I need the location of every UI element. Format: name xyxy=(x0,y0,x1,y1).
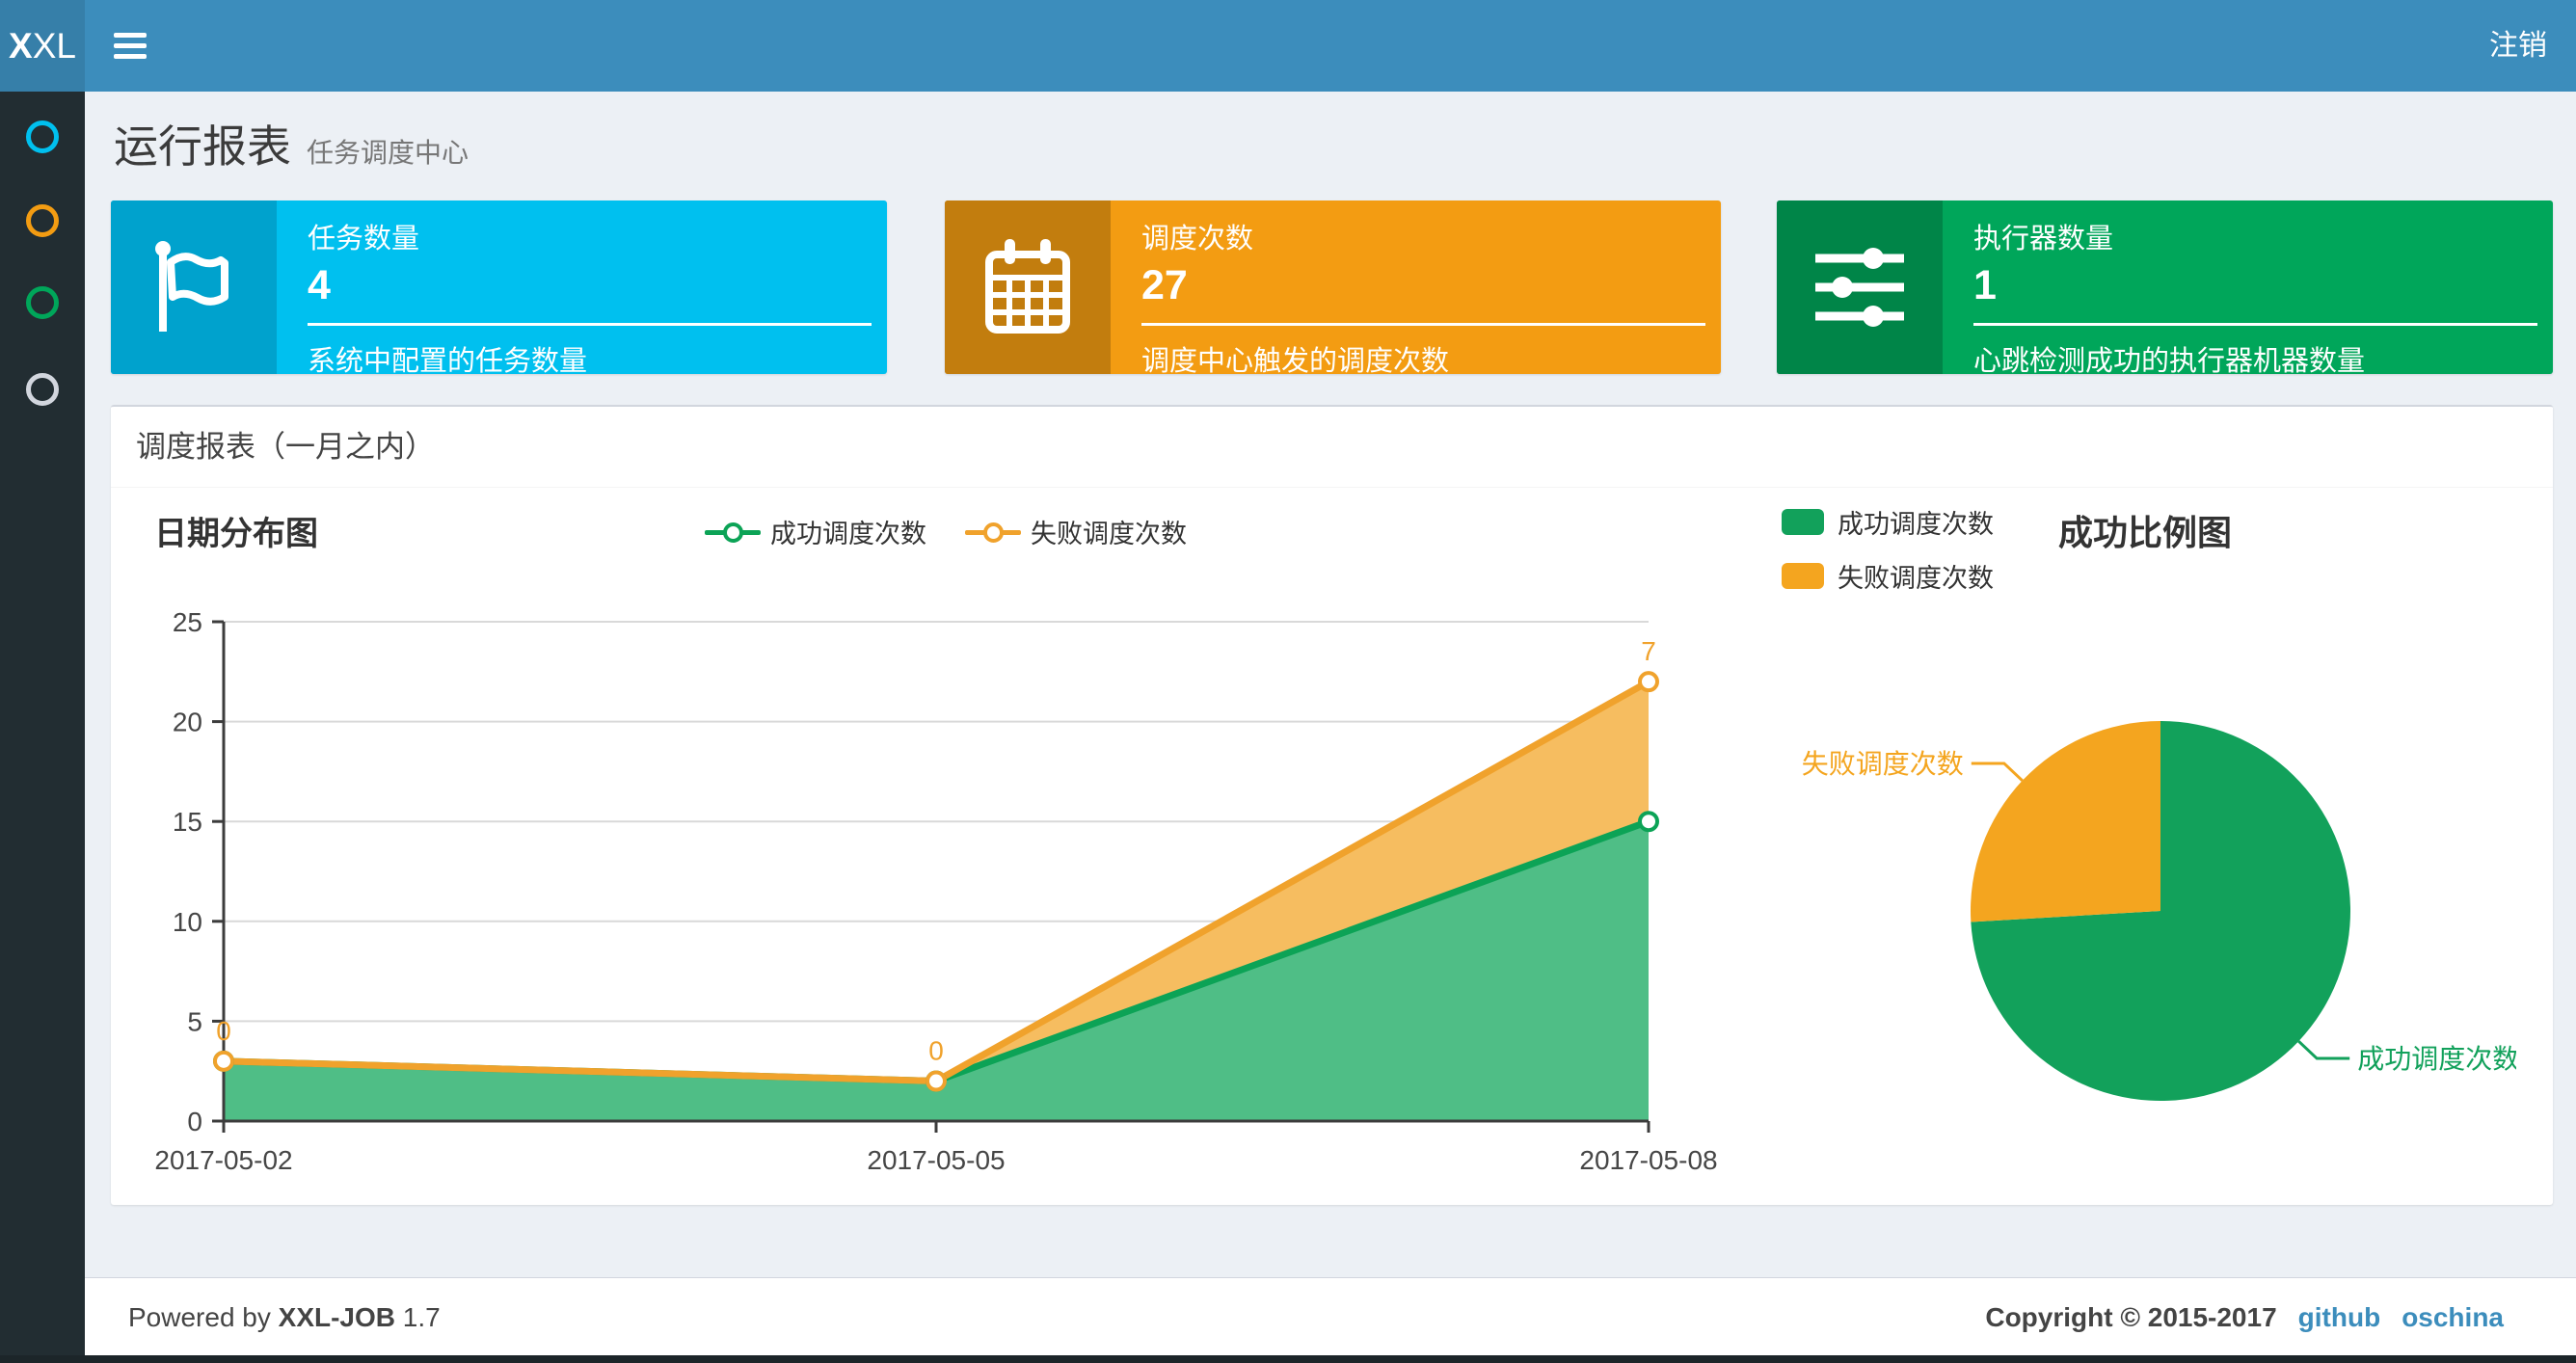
sliders-icon xyxy=(1777,200,1943,374)
info-box-description: 心跳检测成功的执行器机器数量 xyxy=(1973,346,2366,374)
legend-label: 失败调度次数 xyxy=(1838,564,1994,593)
sidebar-item-1-circle-icon[interactable] xyxy=(26,120,59,153)
logout-link[interactable]: 注销 xyxy=(2489,30,2547,62)
github-link[interactable]: github xyxy=(2297,1302,2381,1332)
sidebar-item-3-circle-icon[interactable] xyxy=(26,286,59,319)
line-chart-legend: 成功调度次数 失败调度次数 xyxy=(705,513,1187,550)
line-circle-legend-icon xyxy=(965,519,1021,546)
legend-label: 失败调度次数 xyxy=(1031,520,1187,548)
logo-rest: XL xyxy=(32,25,76,66)
window-bottom-edge xyxy=(0,1355,2576,1363)
info-box-title: 执行器数量 xyxy=(1973,224,2114,254)
info-box-job-count: 任务数量 4 系统中配置的任务数量 xyxy=(111,200,887,374)
pie-chart-legend: 成功调度次数 失败调度次数 xyxy=(1782,503,1994,595)
info-box-title: 调度次数 xyxy=(1141,224,1254,254)
svg-text:2017-05-02: 2017-05-02 xyxy=(154,1145,292,1175)
line-circle-legend-icon xyxy=(705,519,761,546)
page-subtitle: 任务调度中心 xyxy=(307,138,470,168)
info-box-description: 系统中配置的任务数量 xyxy=(308,346,588,374)
info-box-trigger-count: 调度次数 27 调度中心触发的调度次数 xyxy=(945,200,1721,374)
svg-text:失败调度次数: 失败调度次数 xyxy=(1802,749,1964,779)
svg-text:7: 7 xyxy=(1641,636,1656,666)
info-box-executor-count: 执行器数量 1 心跳检测成功的执行器机器数量 xyxy=(1777,200,2553,374)
info-box-divider xyxy=(1141,323,1705,326)
svg-text:25: 25 xyxy=(173,607,202,637)
success-ratio-pie-chart: 成功调度次数 失败调度次数 xyxy=(1802,721,2516,1101)
legend-item-success[interactable]: 成功调度次数 xyxy=(705,513,926,550)
info-box-value: 1 xyxy=(1973,262,1997,308)
hamburger-icon[interactable] xyxy=(85,0,175,92)
svg-text:2017-05-08: 2017-05-08 xyxy=(1579,1145,1717,1175)
top-navbar: X XL 注销 xyxy=(0,0,2576,92)
legend-item-fail[interactable]: 失败调度次数 xyxy=(965,513,1187,550)
logo-bold: X xyxy=(9,25,33,66)
pie-chart-title: 成功比例图 xyxy=(2058,513,2233,552)
page-title: 运行报表 xyxy=(114,121,291,172)
legend-label: 成功调度次数 xyxy=(1838,510,1994,539)
legend-item-success[interactable]: 成功调度次数 xyxy=(1782,503,1994,541)
svg-text:成功调度次数: 成功调度次数 xyxy=(2357,1044,2516,1074)
swatch-legend-icon xyxy=(1782,563,1824,589)
legend-label: 成功调度次数 xyxy=(770,520,926,548)
info-box-description: 调度中心触发的调度次数 xyxy=(1141,346,1450,374)
flag-icon xyxy=(111,200,277,374)
panel-title: 调度报表（一月之内） xyxy=(111,407,2553,488)
info-box-divider xyxy=(308,323,872,326)
legend-item-fail[interactable]: 失败调度次数 xyxy=(1782,557,1994,595)
sidebar xyxy=(0,92,85,1363)
svg-text:0: 0 xyxy=(187,1107,202,1136)
svg-text:2017-05-05: 2017-05-05 xyxy=(867,1145,1005,1175)
powered-by: Powered by XXL-JOB 1.7 xyxy=(128,1302,441,1332)
sidebar-item-2-circle-icon[interactable] xyxy=(26,204,59,237)
swatch-legend-icon xyxy=(1782,509,1824,535)
brand-name: XXL-JOB xyxy=(278,1302,395,1332)
info-box-divider xyxy=(1973,323,2537,326)
report-panel: 调度报表（一月之内） 日期分布图 成功调度次数 失败调度次数 xyxy=(111,405,2553,1205)
sidebar-item-4-circle-icon[interactable] xyxy=(26,373,59,406)
svg-text:20: 20 xyxy=(173,708,202,737)
line-chart-title: 日期分布图 xyxy=(154,516,318,552)
svg-text:0: 0 xyxy=(928,1036,944,1066)
svg-text:15: 15 xyxy=(173,807,202,837)
svg-text:5: 5 xyxy=(187,1006,202,1036)
calendar-icon xyxy=(945,200,1111,374)
info-box-title: 任务数量 xyxy=(308,224,420,254)
info-box-value: 27 xyxy=(1141,262,1188,308)
info-box-value: 4 xyxy=(308,262,331,308)
main-footer: Powered by XXL-JOB 1.7 Copyright © 2015-… xyxy=(85,1277,2576,1357)
svg-text:0: 0 xyxy=(216,1016,231,1046)
app-logo[interactable]: X XL xyxy=(0,0,85,92)
oschina-link[interactable]: oschina xyxy=(2402,1302,2504,1332)
copyright: Copyright © 2015-2017 github oschina xyxy=(1985,1302,2504,1332)
page-header: 运行报表 任务调度中心 xyxy=(114,112,469,175)
svg-text:10: 10 xyxy=(173,907,202,937)
